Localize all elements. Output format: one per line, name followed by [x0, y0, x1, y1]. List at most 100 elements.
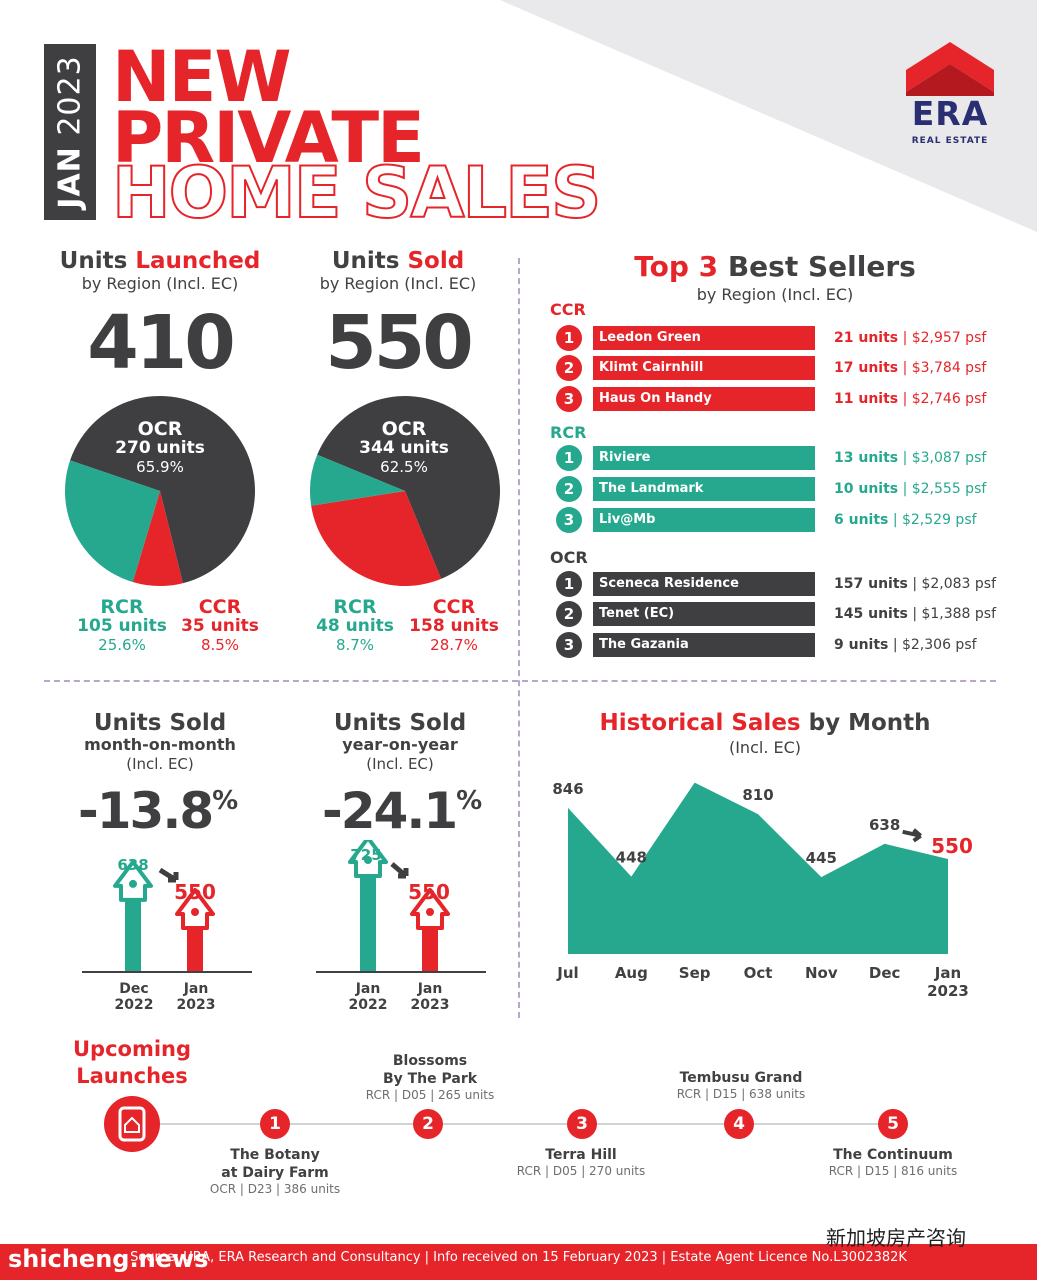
upcoming-timeline — [104, 1096, 900, 1152]
sold-sub: by Region (Incl. EC) — [319, 274, 477, 293]
title-line-2: PRIVATE — [112, 97, 425, 179]
rcr-rank-2: 2 — [556, 476, 582, 502]
mom-sub-red: month-on-month — [84, 735, 236, 754]
yoy-prev-label: Jan 2022 — [348, 981, 388, 1013]
rcr-seller-2-stat: 10 units | $2,555 psf — [834, 481, 987, 497]
history-x-label-dec: Dec — [869, 964, 901, 982]
history-value-label-dec: 638 — [869, 816, 900, 834]
footer-bar — [0, 1244, 1037, 1280]
launch-1-info: OCR | D23 | 386 units — [209, 1182, 341, 1196]
ocr-rank-1: 1 — [556, 571, 582, 597]
yoy-curr-value: 550 — [408, 880, 450, 904]
ocr-seller-3-name: The Gazania — [593, 633, 815, 657]
launch-5-info: RCR | D15 | 816 units — [828, 1164, 958, 1178]
ocr-rank-2: 2 — [556, 601, 582, 627]
best-sellers-sub: by Region (Incl. EC) — [696, 285, 854, 304]
ccr-seller-2-stat: 17 units | $3,784 psf — [834, 360, 987, 376]
launched-sub: by Region (Incl. EC) — [81, 274, 239, 293]
history-value-label-oct: 810 — [742, 786, 773, 804]
history-arrow-icon — [902, 828, 922, 843]
footer-text: Source: URA, ERA Research and Consultanc… — [130, 1250, 907, 1265]
mom-curr-house — [175, 888, 215, 972]
rcr-seller-2-name: The Landmark — [593, 477, 815, 501]
history-x-label-nov: Nov — [805, 964, 838, 982]
history-x-label-jan: Jan — [934, 964, 961, 982]
yoy-curr-house — [410, 888, 450, 972]
launched-slice-ocr — [70, 396, 256, 584]
ocr-seller-1-name: Sceneca Residence — [593, 572, 815, 596]
ocr-seller-3-stat: 9 units | $2,306 psf — [834, 637, 977, 653]
sold-ocr-label: OCR 344 units 62.5% — [359, 418, 449, 477]
comparison-house-bars — [82, 840, 486, 973]
sold-slice-ccr — [311, 491, 442, 586]
title-line-1: NEW — [112, 36, 292, 118]
launched-heading: Units Launched — [59, 248, 261, 274]
upcoming-title: Upcoming Launches — [72, 1037, 192, 1088]
launch-4-marker: 4 — [724, 1109, 754, 1139]
mom-curr-label: Jan 2023 — [176, 981, 216, 1013]
launched-slice-ccr — [132, 491, 183, 586]
mom-prev-value: 638 — [117, 856, 149, 874]
month-bar — [44, 44, 96, 220]
history-area-chart: 846 Jul 448 Aug 992 Sep 810 Oct 445 Nov 638 Dec 550 J… — [552, 770, 973, 1000]
rcr-seller-3-name: Liv@Mb — [593, 508, 815, 532]
sold-ccr-label: CCR 158 units 28.7% — [409, 596, 499, 655]
launched-rcr-label: RCR 105 units 25.6% — [77, 596, 167, 655]
yoy-sub: (Incl. EC) — [366, 755, 434, 773]
history-x-label-year: 2023 — [927, 982, 969, 1000]
yoy-prev-value: 725 — [350, 846, 382, 864]
vertical-divider — [518, 258, 520, 1018]
ccr-seller-2-name: Klimt Cairnhill — [593, 356, 815, 380]
yoy-prev-house — [348, 840, 388, 972]
rcr-rank-3: 3 — [556, 507, 582, 533]
history-sub: (Incl. EC) — [728, 738, 802, 757]
history-x-label-sep: Sep — [679, 964, 711, 982]
history-value-label-jan: 550 — [931, 834, 973, 858]
mom-arrow-icon — [158, 867, 179, 883]
launch-3-name: Terra Hill — [545, 1147, 617, 1163]
launch-5-marker: 5 — [878, 1109, 908, 1139]
era-logo-subtext: REAL ESTATE — [911, 136, 989, 146]
launch-4-info: RCR | D15 | 638 units — [676, 1087, 806, 1101]
ccr-rank-2: 2 — [556, 355, 582, 381]
launched-ccr-label: CCR 35 units 8.5% — [181, 596, 259, 655]
launched-pie-chart — [64, 396, 256, 586]
yoy-arrow-icon — [390, 862, 409, 879]
ccr-seller-3-name: Haus On Handy — [593, 387, 815, 411]
month-label: JAN 2023 — [52, 55, 88, 209]
sold-slice-rcr — [310, 454, 405, 506]
mom-percent: -13.8% — [78, 782, 238, 840]
rcr-seller-3-stat: 6 units | $2,529 psf — [834, 512, 977, 528]
launched-ocr-label: OCR 270 units 65.9% — [115, 418, 205, 477]
best-sellers-title: Top 3 Best Sellers — [634, 250, 916, 283]
history-x-label-aug: Aug — [615, 964, 648, 982]
history-area — [568, 782, 948, 954]
ocr-seller-2-stat: 145 units | $1,388 psf — [834, 606, 997, 622]
mom-title: Units Sold — [93, 710, 227, 736]
history-value-label-sep: 992 — [679, 770, 710, 773]
mom-curr-value: 550 — [174, 880, 216, 904]
history-value-label-aug: 448 — [616, 849, 647, 867]
launch-4-name: Tembusu Grand — [679, 1070, 803, 1086]
launch-5-name: The Continuum — [833, 1147, 953, 1163]
ocr-seller-2-name: Tenet (EC) — [593, 602, 815, 626]
history-value-label-nov: 445 — [806, 849, 837, 867]
yoy-curr-label: Jan 2023 — [410, 981, 450, 1013]
ocr-seller-1-stat: 157 units | $2,083 psf — [834, 576, 997, 592]
launch-2-marker: 2 — [413, 1109, 443, 1139]
era-logo-text: ERA — [911, 94, 989, 133]
rcr-seller-1-name: Riviere — [593, 446, 815, 470]
yoy-title: Units Sold — [333, 710, 467, 736]
yoy-percent: -24.1% — [322, 782, 482, 840]
ccr-seller-3-stat: 11 units | $2,746 psf — [834, 391, 987, 407]
ocr-rank-3: 3 — [556, 632, 582, 658]
rcr-seller-1-stat: 13 units | $3,087 psf — [834, 450, 987, 466]
launch-2-info: RCR | D05 | 265 units — [365, 1088, 495, 1102]
launch-1-marker: 1 — [260, 1109, 290, 1139]
ccr-seller-1-name: Leedon Green — [593, 326, 815, 350]
title-line-3: HOME SALES — [111, 152, 602, 234]
rcr-group-label: RCR — [550, 423, 587, 442]
launch-2-name: Blossoms By The Park — [382, 1053, 478, 1087]
mom-prev-house — [113, 859, 153, 972]
history-title: Historical Sales by Month — [599, 710, 931, 736]
